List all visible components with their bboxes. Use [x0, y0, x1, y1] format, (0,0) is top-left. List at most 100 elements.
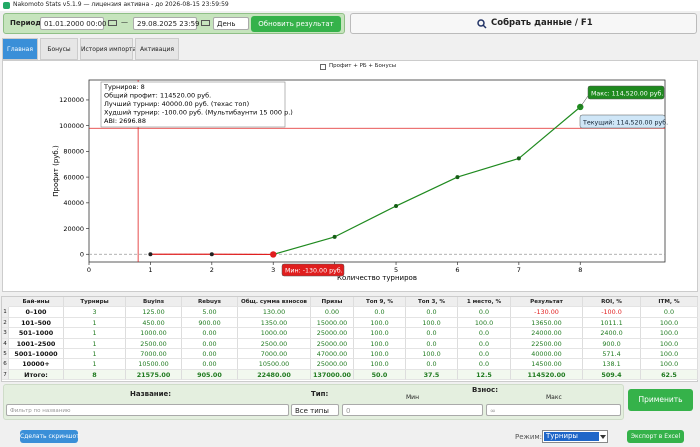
- x-tick-label: 8: [578, 266, 582, 274]
- column-header: Общ. сумма взносов: [238, 297, 311, 307]
- table-cell: 0.0: [406, 307, 458, 317]
- y-tick-label: 100000: [59, 122, 84, 130]
- stats-table: Бай-иныТурнирыBuyinsRebuysОбщ. сумма взн…: [1, 296, 698, 382]
- type-label: Тип:: [311, 390, 328, 398]
- table-cell: 2500.00: [126, 339, 182, 349]
- table-cell: 1: [64, 318, 126, 328]
- table-cell: 0.00: [182, 359, 238, 369]
- line-segment: [273, 237, 334, 255]
- row-label: 10000+: [9, 359, 64, 369]
- table-cell: 1000.00: [126, 328, 182, 338]
- table-cell: 0.00: [311, 307, 354, 317]
- current-label: Текущий: 114,520.00 руб.: [582, 119, 668, 127]
- table-cell: 130.00: [238, 307, 311, 317]
- apply-button[interactable]: Применить: [628, 389, 693, 411]
- table-cell: 0.0: [458, 349, 511, 359]
- table-cell: 100.0: [354, 359, 406, 369]
- table-cell: 100.0: [406, 349, 458, 359]
- table-cell: 21575.00: [126, 370, 182, 380]
- table-cell: 571.4: [583, 349, 641, 359]
- x-tick-label: 7: [517, 266, 521, 274]
- table-cell: 12.5: [458, 370, 511, 380]
- filter-panel: Название: Фильтр по названию Тип: Все ти…: [3, 384, 624, 420]
- table-cell: 137000.00: [311, 370, 354, 380]
- min-label: Мин: -130.00 руб.: [285, 267, 343, 275]
- type-select[interactable]: Все типы: [291, 404, 339, 416]
- table-cell: 100.0: [354, 318, 406, 328]
- table-cell: 1: [64, 328, 126, 338]
- mode-select[interactable]: Турниры: [542, 430, 608, 443]
- y-tick-label: 0: [80, 251, 84, 259]
- table-cell: 1011.1: [583, 318, 641, 328]
- table-cell: 0.00: [182, 328, 238, 338]
- table-cell: 509.4: [583, 370, 641, 380]
- table-cell: 1: [64, 359, 126, 369]
- table-cell: 24000.00: [511, 328, 583, 338]
- table-cell: 25000.00: [311, 328, 354, 338]
- data-point: [394, 204, 398, 208]
- column-header: ITM, %: [641, 297, 698, 307]
- table-cell: 10500.00: [238, 359, 311, 369]
- line-segment: [457, 158, 518, 177]
- table-cell: 3: [64, 307, 126, 317]
- min-label: Мин: [406, 394, 419, 401]
- table-cell: 114520.00: [511, 370, 583, 380]
- row-header: 7: [2, 370, 9, 380]
- max-input[interactable]: ∞: [486, 404, 621, 416]
- table-cell: 1: [64, 349, 126, 359]
- table-cell: 7000.00: [238, 349, 311, 359]
- mode-value[interactable]: Турниры: [544, 432, 599, 441]
- info-line: Худший турнир: -100.00 руб. (Мультибаунт…: [104, 109, 293, 117]
- y-tick-label: 80000: [63, 148, 84, 156]
- line-segment: [519, 107, 580, 158]
- y-tick-label: 120000: [59, 96, 84, 104]
- column-header: Турниры: [64, 297, 126, 307]
- info-line: ABI: 2696.88: [104, 117, 146, 125]
- mode-label: Режим:: [515, 433, 542, 441]
- table-cell: 0.0: [458, 359, 511, 369]
- table-cell: 1000.00: [238, 328, 311, 338]
- table-cell: 125.00: [126, 307, 182, 317]
- table-cell: 5.00: [182, 307, 238, 317]
- table-cell: 0.00: [182, 339, 238, 349]
- table-cell: 100.0: [641, 359, 698, 369]
- y-tick-label: 40000: [63, 199, 84, 207]
- corner: [2, 297, 9, 307]
- table-cell: 47000.00: [311, 349, 354, 359]
- data-point: [455, 175, 459, 179]
- dropdown-arrow: [600, 435, 606, 439]
- x-axis-label: Количество турниров: [337, 274, 417, 282]
- table-cell: 138.1: [583, 359, 641, 369]
- data-point: [148, 252, 152, 256]
- table-cell: 40000.00: [511, 349, 583, 359]
- column-header: Результат: [511, 297, 583, 307]
- table-cell: 14500.00: [511, 359, 583, 369]
- export-button[interactable]: Экспорт в Excel: [627, 430, 684, 443]
- min-input[interactable]: 0: [342, 404, 483, 416]
- column-header: Топ 3, %: [406, 297, 458, 307]
- table-cell: 1350.00: [238, 318, 311, 328]
- table-cell: 50.0: [354, 370, 406, 380]
- table-cell: 900.00: [182, 318, 238, 328]
- column-header: Призы: [311, 297, 354, 307]
- row-header: 3: [2, 328, 9, 338]
- data-point: [517, 156, 521, 160]
- column-header: Топ 9, %: [354, 297, 406, 307]
- table-cell: 62.5: [641, 370, 698, 380]
- table-cell: 13650.00: [511, 318, 583, 328]
- max-label: Макс: [546, 394, 562, 401]
- screenshot-button[interactable]: Сделать скриншот: [20, 430, 78, 443]
- table-cell: 100.0: [354, 328, 406, 338]
- table-cell: 100.0: [406, 318, 458, 328]
- row-label: 0–100: [9, 307, 64, 317]
- table-cell: 22500.00: [511, 339, 583, 349]
- name-input[interactable]: Фильтр по названию: [6, 404, 289, 416]
- table-cell: -100.0: [583, 307, 641, 317]
- table-cell: 100.0: [354, 349, 406, 359]
- column-header: Бай-ины: [9, 297, 64, 307]
- table-cell: -130.00: [511, 307, 583, 317]
- column-header: ROI, %: [583, 297, 641, 307]
- row-label: 501–1000: [9, 328, 64, 338]
- table-cell: 100.0: [641, 318, 698, 328]
